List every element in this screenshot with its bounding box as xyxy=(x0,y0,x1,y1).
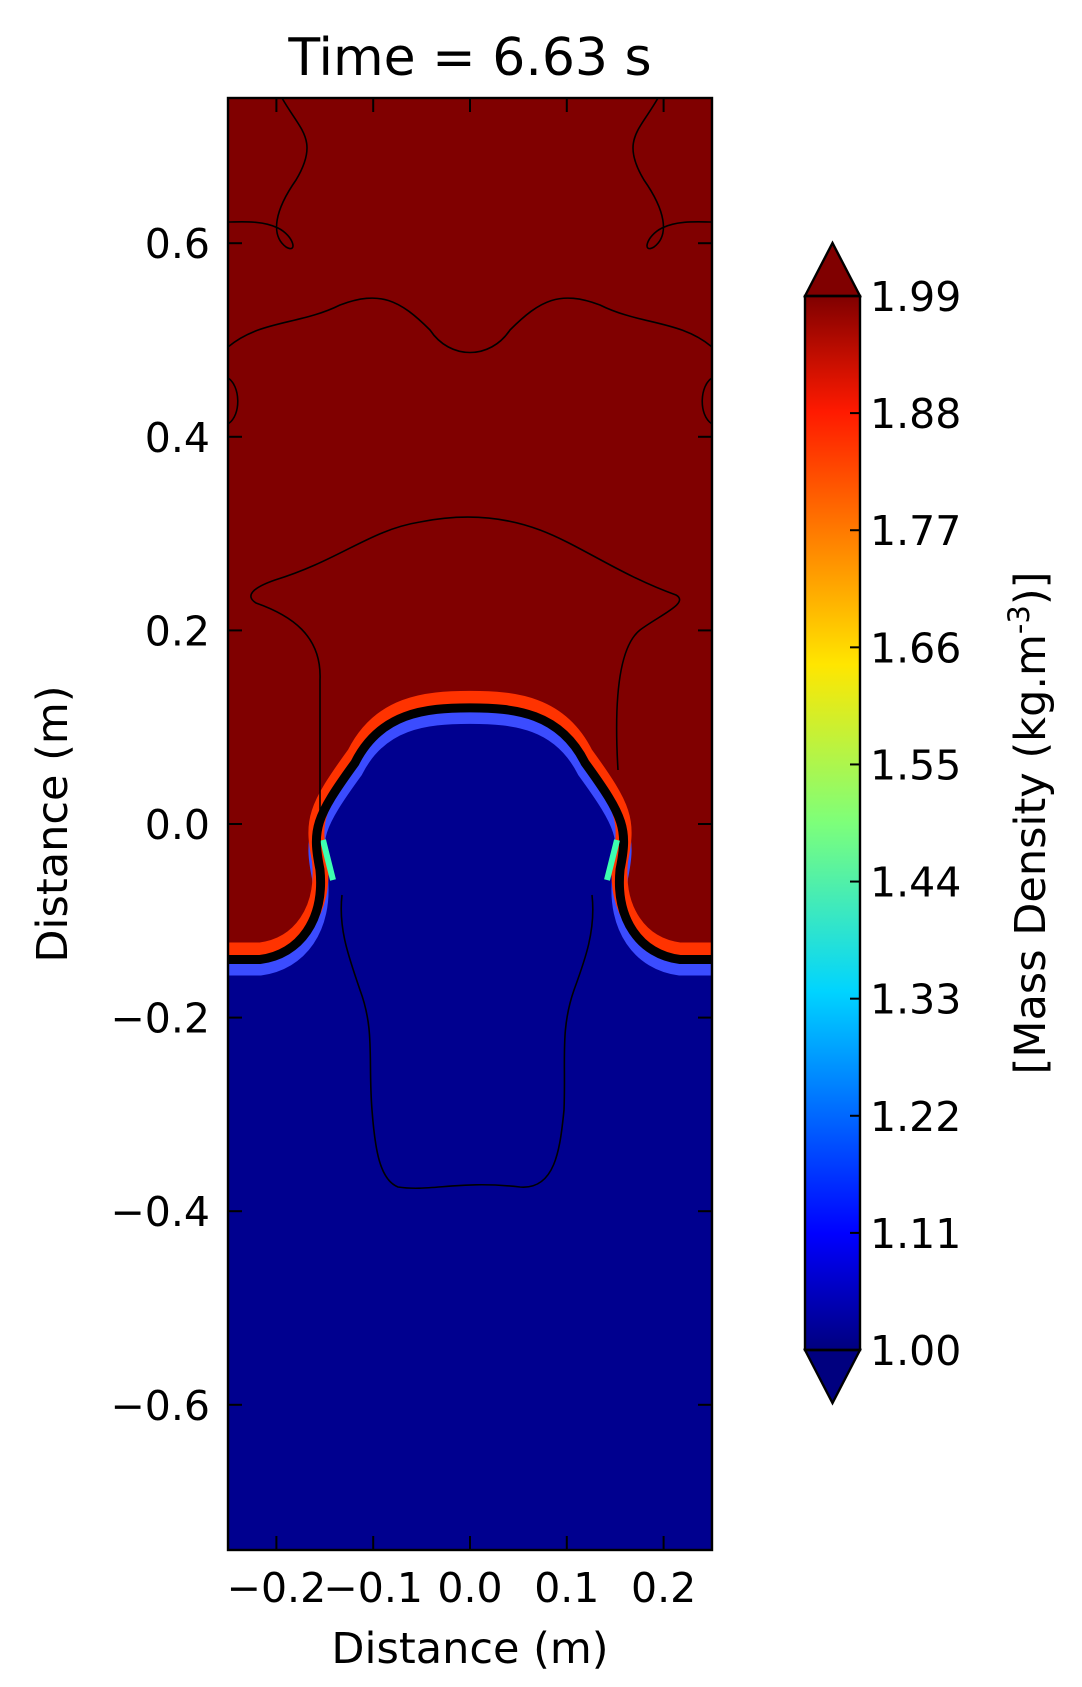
colorbar-tick-label: 1.44 xyxy=(870,859,961,907)
colorbar-tick-label: 1.99 xyxy=(870,273,961,321)
y-tick-label: −0.4 xyxy=(110,1188,210,1236)
colorbar-label-main: [Mass Density (kg.m xyxy=(1006,634,1056,1074)
colorbar-tick-label: 1.33 xyxy=(870,976,961,1024)
contour-top-right-curl xyxy=(632,98,712,250)
x-tick-label: 0.2 xyxy=(631,1564,696,1612)
x-tick-label: 0.0 xyxy=(437,1564,502,1612)
contour-mushroom-cap xyxy=(250,516,681,911)
colorbar-tick-label: 1.88 xyxy=(870,390,961,438)
colorbar-label: [Mass Density (kg.m-3)] xyxy=(1002,572,1056,1075)
x-axis: −0.2−0.1 0.0 0.1 0.2 xyxy=(227,98,696,1612)
colorbar-gradient xyxy=(805,296,860,1350)
colorbar-tick-label: 1.22 xyxy=(870,1093,961,1141)
colorbar-frame xyxy=(803,294,862,1352)
green-vortex-right xyxy=(604,839,620,881)
contour-upper-ridge xyxy=(228,297,712,354)
contour-lower-plume xyxy=(340,894,594,1190)
colorbar-tick-label: 1.66 xyxy=(870,624,961,672)
y-tick-label: 0.4 xyxy=(145,414,210,462)
plot-title: Time = 6.63 s xyxy=(287,28,651,88)
colorbar-tick-label: 1.11 xyxy=(870,1210,961,1258)
colorbar-extend-max xyxy=(803,240,862,298)
low-density-region xyxy=(228,707,712,1550)
x-tick-label: −0.1 xyxy=(323,1564,423,1612)
y-tick-label: −0.6 xyxy=(110,1382,210,1430)
y-axis: 0.6 0.4 0.2 0.0 −0.2 −0.4 −0.6 xyxy=(110,220,712,1430)
plot-area xyxy=(228,98,712,1550)
colorbar-extend-min xyxy=(803,1348,862,1406)
x-axis-label: Distance (m) xyxy=(331,1624,608,1674)
y-tick-label: −0.2 xyxy=(110,995,210,1043)
colorbar-tick-label: 1.55 xyxy=(870,741,961,789)
colorbar-ticks: 1.99 1.88 1.77 1.66 1.55 1.44 1.33 1.22 1.11 1.00 xyxy=(850,273,961,1375)
colorbar-tick-label: 1.77 xyxy=(870,507,961,555)
y-tick-label: 0.2 xyxy=(145,607,210,655)
colorbar-label-end: )] xyxy=(1006,572,1056,606)
x-tick-label: 0.1 xyxy=(534,1564,599,1612)
colorbar-label-sup: -3 xyxy=(1002,605,1036,634)
contour-top-left-curl xyxy=(228,98,308,250)
x-tick-label: −0.2 xyxy=(227,1564,327,1612)
y-tick-label: 0.6 xyxy=(145,220,210,268)
contour-left-edge-blob xyxy=(228,377,239,425)
colorbar: 1.99 1.88 1.77 1.66 1.55 1.44 1.33 1.22 1.11 1.00… xyxy=(803,240,1056,1406)
y-tick-label: 0.0 xyxy=(145,801,210,849)
colorbar-tick-label: 1.00 xyxy=(870,1327,961,1375)
green-vortex-left xyxy=(320,839,336,881)
contour-right-edge-blob xyxy=(701,377,712,425)
y-axis-label: Distance (m) xyxy=(28,685,78,962)
